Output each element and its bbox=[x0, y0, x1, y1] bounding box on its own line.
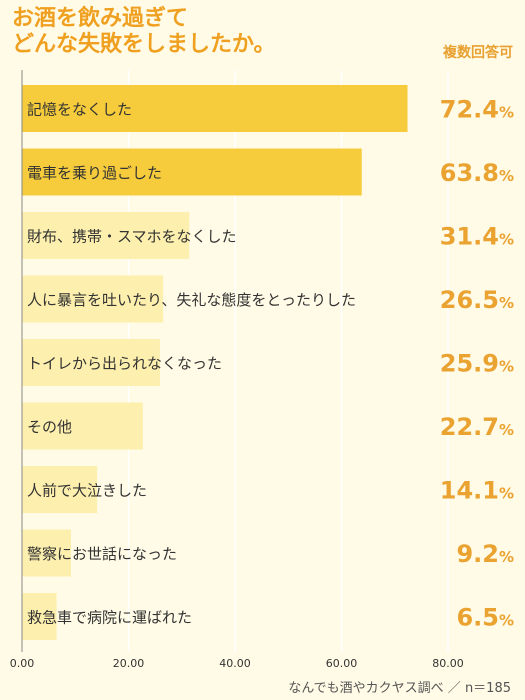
chart-title-line-2: どんな失敗をしましたか。 bbox=[12, 32, 276, 57]
bar bbox=[22, 339, 160, 386]
source-note: なんでも酒やカクヤス調べ ／ n＝185 bbox=[288, 681, 511, 696]
bar bbox=[22, 212, 190, 259]
category-label: トイレから出られなくなった bbox=[27, 355, 222, 373]
value-label: 63.8% bbox=[440, 159, 514, 187]
category-label: 人前で大泣きした bbox=[27, 482, 147, 500]
category-label: 記憶をなくした bbox=[27, 101, 132, 119]
category-label: その他 bbox=[27, 418, 72, 436]
x-tick-label: 40.00 bbox=[219, 657, 251, 670]
value-label: 31.4% bbox=[440, 223, 514, 251]
multiple-answer-note: 複数回答可 bbox=[443, 45, 513, 61]
x-tick-label: 0.00 bbox=[10, 657, 35, 670]
value-label: 9.2% bbox=[456, 540, 514, 568]
bar bbox=[22, 529, 71, 577]
category-label: 人に暴言を吐いたり、失礼な態度をとったりした bbox=[27, 291, 356, 309]
bar bbox=[22, 148, 362, 196]
category-label: 救急車で病院に運ばれた bbox=[27, 609, 192, 627]
value-label: 6.5% bbox=[456, 604, 514, 632]
bar bbox=[22, 593, 57, 640]
bar bbox=[22, 85, 408, 132]
chart-title-line-1: お酒を飲み過ぎて bbox=[12, 6, 189, 31]
category-label: 警察にお世話になった bbox=[27, 545, 177, 563]
value-label: 72.4% bbox=[440, 96, 514, 124]
value-label: 25.9% bbox=[440, 350, 514, 378]
category-label: 電車を乗り過ごした bbox=[27, 164, 162, 182]
category-label: 財布、携帯・スマホをなくした bbox=[27, 228, 237, 246]
bar bbox=[22, 466, 98, 513]
x-tick-label: 80.00 bbox=[432, 657, 464, 670]
bar bbox=[22, 275, 164, 323]
value-label: 22.7% bbox=[440, 413, 514, 441]
x-tick-label: 60.00 bbox=[326, 657, 358, 670]
value-label: 14.1% bbox=[440, 477, 514, 505]
value-label: 26.5% bbox=[440, 286, 514, 314]
bar bbox=[22, 402, 143, 450]
x-tick-label: 20.00 bbox=[113, 657, 145, 670]
